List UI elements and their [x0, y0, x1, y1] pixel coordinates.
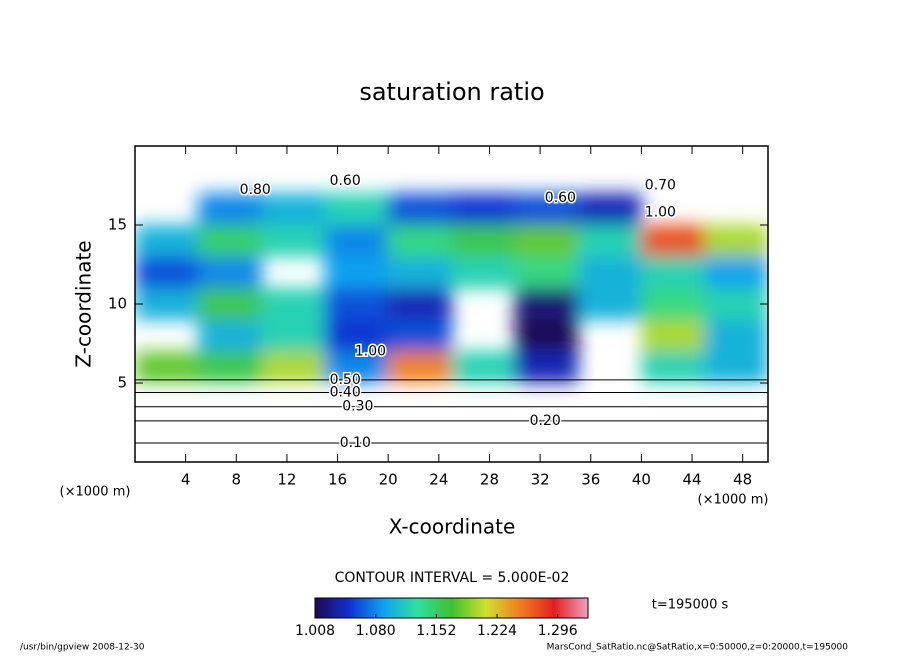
colorbar-tick-label: 1.152	[416, 623, 456, 639]
contour-label: 0.20	[530, 413, 561, 429]
field-cell	[198, 256, 262, 289]
field-cell	[514, 351, 579, 383]
x-tick-label: 4	[181, 471, 191, 489]
field-cell	[388, 225, 452, 257]
field-cell	[261, 225, 325, 257]
contour-label: 0.60	[545, 190, 576, 206]
y-axis-label: Z-coordinate	[72, 240, 96, 367]
field-cell	[261, 193, 325, 225]
field-cell	[704, 256, 768, 289]
field-cell	[514, 256, 579, 289]
field-cell	[514, 319, 579, 352]
colorbar-tick-label: 1.224	[477, 623, 517, 639]
field-cell	[135, 351, 199, 383]
contour-label: 1.00	[355, 343, 386, 359]
y-tick-label: 10	[108, 295, 127, 313]
field-cell	[388, 193, 452, 225]
contour-label: 0.80	[240, 182, 271, 198]
field-cell	[198, 225, 262, 257]
x-tick-label: 48	[733, 471, 752, 489]
contour-label: 0.40	[330, 384, 361, 400]
field-cell	[388, 351, 452, 383]
field-cell	[198, 351, 262, 383]
field-cell	[578, 256, 642, 289]
field-cell	[641, 288, 705, 320]
field-cell	[578, 193, 642, 225]
field-cell	[198, 193, 262, 225]
chart-title: saturation ratio	[359, 78, 544, 106]
unit-label: (×1000 m)	[698, 493, 769, 508]
field-cell	[641, 225, 705, 257]
contour-label: 1.00	[645, 204, 676, 220]
y-tick-label: 5	[117, 374, 127, 392]
x-tick-label: 12	[277, 471, 296, 489]
field-cell	[514, 193, 579, 225]
contour-label: 0.30	[342, 399, 373, 415]
field-cell	[135, 288, 199, 320]
x-tick-label: 44	[682, 471, 701, 489]
field-cell	[388, 288, 452, 320]
x-tick-label: 40	[632, 471, 651, 489]
field-cell	[704, 319, 768, 352]
field-cell	[261, 288, 325, 320]
x-tick-label: 8	[232, 471, 242, 489]
field-cell	[641, 351, 705, 383]
field-cell	[198, 288, 262, 320]
footer-right: MarsCond_SatRatio.nc@SatRatio,x=0:50000,…	[547, 643, 849, 653]
x-tick-label: 16	[328, 471, 347, 489]
field-cell	[514, 288, 579, 320]
field-cell	[324, 193, 389, 225]
field-cell	[198, 319, 262, 352]
colorbar	[314, 597, 589, 619]
colorbar-tick-label: 1.296	[538, 623, 578, 639]
x-axis-label: X-coordinate	[389, 515, 516, 539]
field-cell	[451, 256, 515, 289]
contour-interval: CONTOUR INTERVAL = 5.000E-02	[335, 570, 570, 586]
field-cell	[641, 256, 705, 289]
colorbar-tick-label: 1.008	[295, 623, 335, 639]
field-cell	[324, 319, 389, 352]
contour-label: 0.70	[645, 178, 676, 194]
unit-label: (×1000 m)	[60, 485, 131, 500]
contour-label: 0.10	[340, 435, 371, 451]
field-cell	[324, 351, 389, 383]
field-cell	[641, 319, 705, 352]
field-cell	[135, 256, 199, 289]
colorbar-tick-label: 1.080	[356, 623, 396, 639]
x-tick-label: 24	[429, 471, 448, 489]
field-cell	[451, 225, 515, 257]
field-cell	[704, 351, 768, 383]
footer-left: /usr/bin/gpview 2008-12-30	[20, 643, 145, 653]
x-tick-label: 20	[379, 471, 398, 489]
field-cell	[324, 288, 389, 320]
field-cell	[451, 351, 515, 383]
field-cell	[261, 319, 325, 352]
field-cell	[261, 351, 325, 383]
y-tick-label: 15	[108, 216, 127, 234]
field-cell	[704, 225, 768, 257]
field: 0.10 0.20 0.300.400.50 0.80 0.60 0.60 0.70 1.00…	[135, 171, 768, 453]
field-cell	[135, 225, 199, 257]
time-label: t=195000 s	[652, 598, 729, 613]
field-cell	[578, 225, 642, 257]
field-cell	[704, 288, 768, 320]
field-cell	[324, 225, 389, 257]
x-tick-label: 28	[480, 471, 499, 489]
field-cell	[578, 288, 642, 320]
contour-label: 0.60	[330, 173, 361, 189]
field-cell	[388, 256, 452, 289]
contour-label: 0.50	[330, 372, 361, 388]
x-tick-label: 32	[531, 471, 550, 489]
field-cell	[324, 256, 389, 289]
field-cell	[451, 193, 515, 225]
x-tick-label: 36	[581, 471, 600, 489]
field-cell	[514, 225, 579, 257]
field-cell	[388, 319, 452, 352]
